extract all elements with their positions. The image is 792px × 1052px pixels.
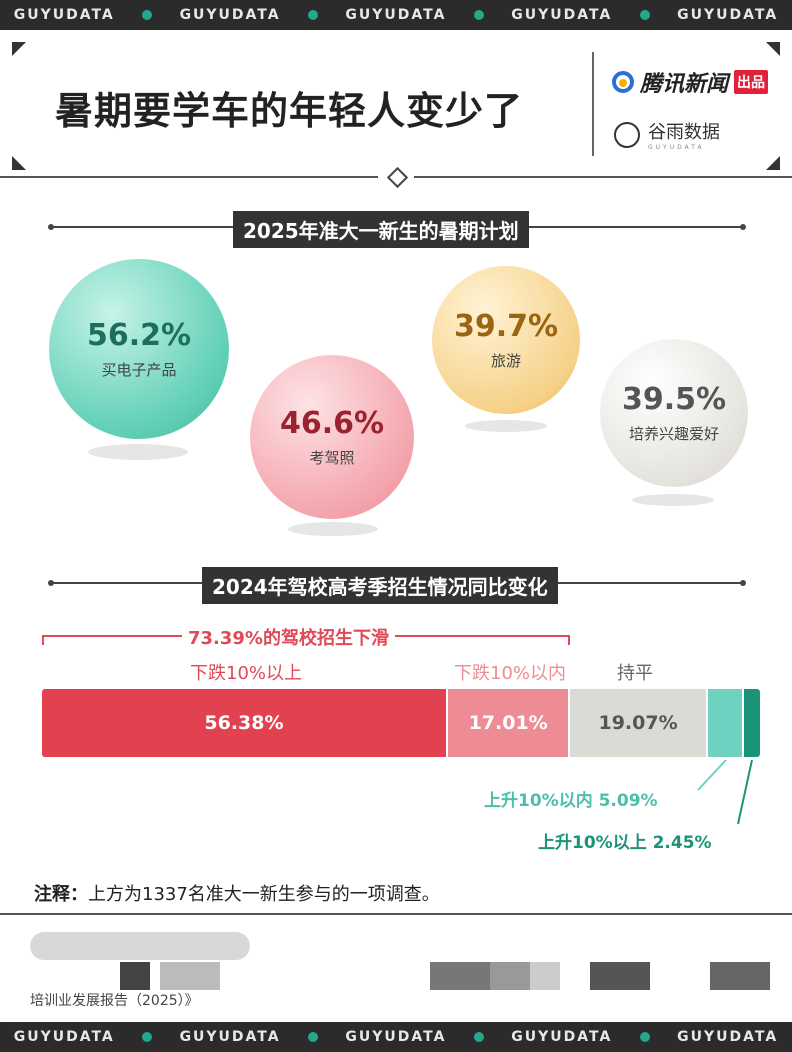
callout-rise-within-10: 上升10%以内 5.09%: [484, 791, 658, 811]
band-text: GUYUDATA: [345, 1029, 447, 1045]
bottom-brand-band: GUYUDATA GUYUDATA GUYUDATA GUYUDATA GUYU…: [0, 1022, 792, 1052]
section1-title: 2025年准大一新生的暑期计划: [233, 211, 529, 248]
dot-icon: [473, 1032, 484, 1042]
category-label: 下跌10%以上: [190, 663, 303, 684]
dot-icon: [473, 10, 484, 20]
band-text: GUYUDATA: [677, 7, 779, 23]
bubble-electronics: 56.2% 买电子产品: [49, 259, 229, 439]
footnote-text: 上方为1337名准大一新生参与的一项调查。: [88, 884, 440, 905]
band-text: GUYUDATA: [13, 1029, 115, 1045]
callout-rise-over-10: 上升10%以上 2.45%: [538, 833, 712, 853]
bar-segment-decline-within-10: 17.01%: [447, 689, 569, 757]
tencent-news-logo: 腾讯新闻 出品: [612, 66, 769, 98]
brand2-sub: GUYUDATA: [648, 144, 705, 151]
segment-value: 56.38%: [204, 712, 284, 734]
dot-icon: [639, 10, 650, 20]
band-text: GUYUDATA: [179, 7, 281, 23]
corner-marks: [12, 42, 780, 170]
bird-icon: [614, 121, 640, 148]
brand1-text: 腾讯新闻: [640, 72, 729, 97]
rule-dot: [740, 580, 746, 586]
brand2-text: 谷雨数据: [648, 122, 720, 143]
source-text: 培训业发展报告（2025）》: [30, 993, 199, 1009]
decline-annotation: 73.39%的驾校招生下滑: [182, 624, 395, 650]
header-divider: [592, 52, 594, 156]
band-text: GUYUDATA: [511, 7, 613, 23]
dot-icon: [142, 10, 153, 20]
bubble-value: 39.7%: [453, 309, 559, 344]
bubble-label: 培养兴趣爱好: [628, 425, 719, 443]
dot-icon: [639, 1032, 650, 1042]
dot-icon: [308, 10, 319, 20]
bubble-label: 买电子产品: [101, 361, 177, 379]
redacted-area: [30, 932, 776, 990]
band-text: GUYUDATA: [677, 1029, 779, 1045]
category-label: 持平: [617, 663, 653, 684]
bar-segment-flat: 19.07%: [570, 689, 706, 757]
bubble-label: 旅游: [490, 352, 521, 370]
tencent-news-icon: [612, 71, 634, 93]
section2-title: 2024年驾校高考季招生情况同比变化: [202, 567, 558, 604]
bubble-hobbies: 39.5% 培养兴趣爱好: [600, 339, 748, 487]
bubble-value: 56.2%: [86, 318, 192, 353]
bar-segment-rise-within-10: [707, 689, 743, 757]
page-title: 暑期要学车的年轻人变少了: [55, 89, 524, 133]
bar-segment-decline-over-10: 56.38%: [42, 689, 446, 757]
dot-icon: [142, 1032, 153, 1042]
footer-rule: [0, 913, 792, 915]
band-text: GUYUDATA: [179, 1029, 281, 1045]
brand1-badge: 出品: [734, 70, 769, 94]
segment-value: 19.07%: [598, 712, 678, 734]
band-text: GUYUDATA: [511, 1029, 613, 1045]
bubble-value: 46.6%: [279, 406, 385, 441]
top-brand-band: GUYUDATA GUYUDATA GUYUDATA GUYUDATA GUYU…: [0, 0, 792, 30]
bar-segment-rise-over-10: [744, 689, 760, 757]
bubble-label: 考驾照: [309, 449, 355, 467]
rule-dot: [740, 224, 746, 230]
dot-icon: [308, 1032, 319, 1042]
bubble-travel: 39.7% 旅游: [432, 266, 580, 414]
band-text: GUYUDATA: [345, 7, 447, 23]
guyu-data-logo: 谷雨数据 GUYUDATA: [614, 118, 720, 151]
band-text: GUYUDATA: [13, 7, 115, 23]
footnote: 注释：上方为1337名准大一新生参与的一项调查。: [34, 880, 440, 906]
bubble-driving-license: 46.6% 考驾照: [250, 355, 414, 519]
footnote-prefix: 注释：: [34, 884, 88, 905]
bubble-value: 39.5%: [621, 382, 727, 417]
category-label: 下跌10%以内: [454, 663, 567, 684]
segment-value: 17.01%: [468, 712, 548, 734]
